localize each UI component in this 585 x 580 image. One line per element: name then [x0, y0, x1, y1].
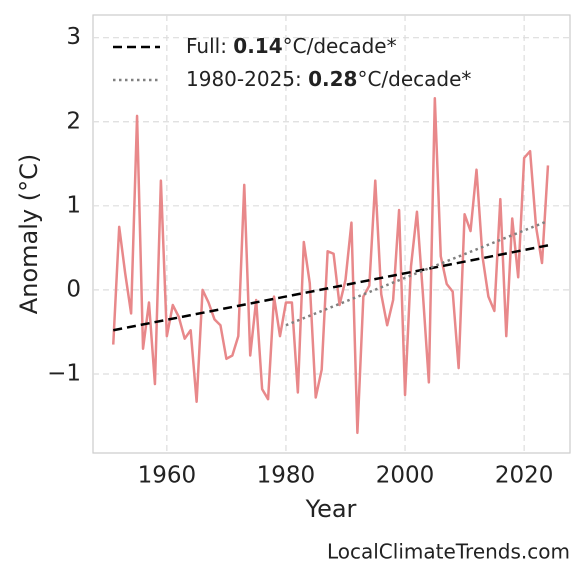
y-tick-label: −1 [47, 360, 81, 386]
data-line [111, 96, 550, 435]
x-tick-label: 1960 [138, 463, 197, 489]
trend-line [285, 219, 549, 327]
legend-prefix: 1980-2025: [186, 67, 308, 91]
plot-frame [92, 14, 571, 454]
legend-label: 1980-2025: 0.28°C/decade* [186, 67, 471, 91]
source-label: LocalClimateTrends.com [327, 540, 570, 564]
y-tick-label: 3 [66, 24, 81, 50]
y-axis-label: Anomaly (°C) [15, 154, 43, 314]
legend-suffix: °C/decade* [357, 67, 471, 91]
legend-rate: 0.28 [308, 67, 357, 91]
x-axis-label: Year [305, 495, 357, 523]
legend-rate: 0.14 [233, 34, 282, 58]
legend-prefix: Full: [186, 34, 233, 58]
y-tick-label: 0 [66, 276, 81, 302]
y-tick-label: 1 [66, 192, 81, 218]
x-tick-label: 1980 [257, 463, 316, 489]
y-tick-label: 2 [66, 108, 81, 134]
trend-line [113, 244, 549, 332]
x-tick-label: 2020 [495, 463, 554, 489]
legend-suffix: °C/decade* [283, 34, 397, 58]
legend-label: Full: 0.14°C/decade* [186, 34, 397, 58]
x-tick-label: 2000 [376, 463, 435, 489]
